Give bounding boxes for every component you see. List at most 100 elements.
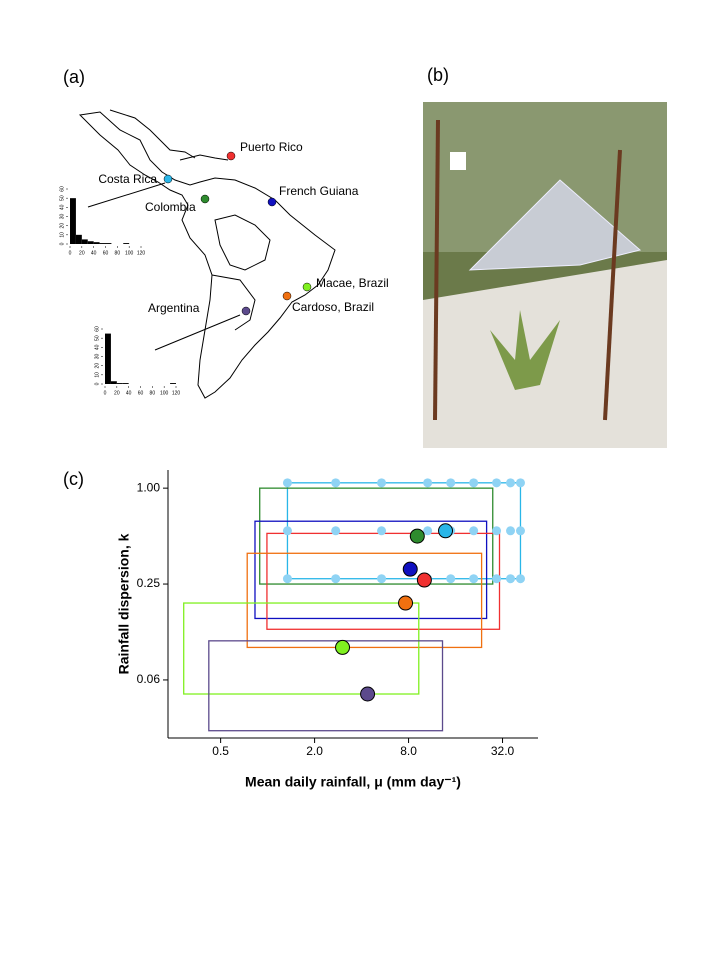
sim-point xyxy=(469,574,479,584)
y-tick-label: 60 xyxy=(59,186,65,192)
place-dot xyxy=(267,197,277,207)
sim-point xyxy=(282,574,292,584)
site-point xyxy=(409,528,425,544)
sim-point xyxy=(446,478,456,488)
sim-point xyxy=(515,478,525,488)
range-box xyxy=(208,640,444,732)
x-tick-label: 2.0 xyxy=(306,744,323,758)
hist-bar xyxy=(105,243,112,244)
hist-bar xyxy=(81,239,88,244)
place-label: Cardoso, Brazil xyxy=(292,300,374,314)
site-point xyxy=(360,686,376,702)
y-tick-label: 10 xyxy=(94,372,100,378)
x-tick-label: 60 xyxy=(103,250,109,256)
sim-point xyxy=(506,526,516,536)
x-tick-label: 20 xyxy=(114,390,120,396)
place-dot xyxy=(241,306,251,316)
y-tick-label: 20 xyxy=(59,223,65,229)
x-tick-label: 20 xyxy=(79,250,85,256)
sim-point xyxy=(423,478,433,488)
place-dot xyxy=(302,282,312,292)
site-point xyxy=(398,595,414,611)
sim-point xyxy=(469,478,479,488)
hist-bar xyxy=(75,234,82,244)
sim-point xyxy=(331,526,341,536)
sim-point xyxy=(492,478,502,488)
hist-bar xyxy=(123,243,130,244)
map-outline xyxy=(78,109,336,399)
hist-bar xyxy=(122,383,129,384)
x-tick-label: 32.0 xyxy=(491,744,515,758)
site-point xyxy=(335,639,351,655)
y-axis-label: Rainfall dispersion, k xyxy=(116,533,132,674)
sim-point xyxy=(515,526,525,536)
x-tick-label: 0 xyxy=(104,390,107,396)
x-tick-label: 0.5 xyxy=(212,744,229,758)
x-tick-label: 40 xyxy=(91,250,97,256)
x-tick-label: 60 xyxy=(138,390,144,396)
place-dot xyxy=(226,151,236,161)
sim-point xyxy=(515,574,525,584)
panel-label: (b) xyxy=(427,65,449,85)
place-label: Puerto Rico xyxy=(240,140,303,154)
x-tick-label: 80 xyxy=(150,390,156,396)
place-label: Colombia xyxy=(145,200,196,214)
hist-bar xyxy=(116,383,123,384)
sim-point xyxy=(331,574,341,584)
y-tick-label: 60 xyxy=(94,326,100,332)
sim-point xyxy=(492,526,502,536)
site-point xyxy=(416,572,432,588)
x-tick-label: 120 xyxy=(137,250,146,256)
place-label: Macae, Brazil xyxy=(316,276,389,290)
site-point xyxy=(402,561,418,577)
place-dot xyxy=(200,194,210,204)
range-box xyxy=(286,482,522,580)
sim-point xyxy=(282,478,292,488)
range-box xyxy=(254,520,488,620)
sim-point xyxy=(423,526,433,536)
arrow xyxy=(87,182,166,208)
y-tick-label: 20 xyxy=(94,363,100,369)
range-box xyxy=(246,552,483,649)
place-label: Costa Rica xyxy=(98,172,157,186)
hist-bar xyxy=(170,383,176,384)
x-tick-label: 100 xyxy=(125,250,134,256)
x-axis-label: Mean daily rainfall, μ (mm day⁻¹) xyxy=(245,774,461,790)
y-tick-label: 40 xyxy=(94,344,100,350)
sim-point xyxy=(506,574,516,584)
range-box xyxy=(259,487,494,585)
y-tick-label: 0.06 xyxy=(137,672,161,686)
y-tick-label: 50 xyxy=(94,335,100,341)
sim-point xyxy=(377,574,387,584)
sim-point xyxy=(377,526,387,536)
y-tick-label: 40 xyxy=(59,204,65,210)
place-dot xyxy=(282,291,292,301)
panel-label: (a) xyxy=(63,67,85,87)
sim-point xyxy=(506,478,516,488)
panel-label: (c) xyxy=(63,469,84,489)
sim-point xyxy=(377,478,387,488)
site-point xyxy=(438,523,454,539)
sim-point xyxy=(446,574,456,584)
hist-bar xyxy=(87,241,94,244)
hist-bar xyxy=(93,242,100,244)
x-tick-label: 40 xyxy=(126,390,132,396)
sim-point xyxy=(331,478,341,488)
place-dot xyxy=(163,174,173,184)
y-tick-label: 0.25 xyxy=(137,576,161,590)
y-tick-label: 0 xyxy=(59,242,65,245)
arrow xyxy=(154,314,241,351)
hist-bar xyxy=(70,198,76,244)
x-tick-label: 80 xyxy=(115,250,121,256)
photo xyxy=(423,102,667,448)
x-tick-label: 120 xyxy=(172,390,181,396)
range-box xyxy=(183,602,420,695)
y-tick-label: 50 xyxy=(59,195,65,201)
y-tick-label: 0 xyxy=(94,382,100,385)
x-tick-label: 100 xyxy=(160,390,169,396)
hist-bar xyxy=(105,333,111,384)
hist-bar xyxy=(99,243,106,244)
place-label: Argentina xyxy=(148,301,200,315)
sim-point xyxy=(469,526,479,536)
